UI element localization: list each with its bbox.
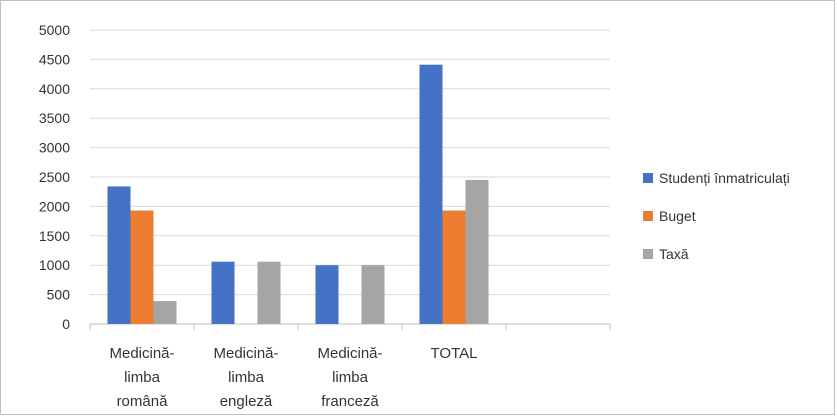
x-category-label: Medicină- — [109, 345, 174, 362]
y-tick-label: 0 — [62, 316, 70, 332]
y-tick-labels: 0 500 1000 1500 2000 2500 3000 3500 4000 4500 5000 — [39, 22, 70, 332]
bar — [153, 301, 177, 324]
bar — [465, 179, 489, 324]
x-category-label: Medicină- — [213, 345, 278, 362]
y-tick-label: 5000 — [39, 22, 70, 38]
x-category-label: limba — [228, 369, 265, 386]
x-category-label: TOTAL — [431, 345, 478, 362]
y-tick-label: 500 — [47, 287, 71, 303]
legend-label: Buget — [659, 208, 696, 224]
x-category-label: engleză — [220, 393, 273, 410]
y-tick-label: 1500 — [39, 228, 70, 244]
legend-swatch — [643, 173, 653, 183]
bar — [257, 261, 281, 324]
bar — [315, 265, 339, 324]
y-tick-label: 1000 — [39, 257, 70, 273]
x-category-label: română — [117, 393, 169, 410]
y-tick-label: 2500 — [39, 169, 70, 185]
bar — [130, 210, 154, 324]
x-category-label: franceză — [321, 393, 379, 410]
gridlines — [90, 29, 610, 296]
y-tick-label: 2000 — [39, 198, 70, 214]
bar — [211, 261, 235, 324]
bar — [361, 265, 385, 324]
axes — [89, 323, 611, 330]
legend-label: Studenți înmatriculați — [659, 170, 790, 186]
y-tick-label: 4500 — [39, 51, 70, 67]
bar — [442, 210, 466, 324]
x-category-labels: Medicină-limba română Medicină-limba englez… — [109, 345, 477, 410]
legend-label: Taxă — [659, 246, 689, 262]
bar — [419, 64, 443, 324]
legend: Studenți înmatriculați Buget Taxă — [643, 170, 790, 262]
legend-swatch — [643, 249, 653, 259]
y-tick-label: 3000 — [39, 140, 70, 156]
y-tick-label: 4000 — [39, 81, 70, 97]
legend-swatch — [643, 211, 653, 221]
bar — [107, 186, 131, 324]
x-category-label: Medicină- — [317, 345, 382, 362]
bars — [107, 64, 489, 324]
y-tick-label: 3500 — [39, 110, 70, 126]
x-category-label: limba — [332, 369, 369, 386]
x-category-label: limba — [124, 369, 161, 386]
